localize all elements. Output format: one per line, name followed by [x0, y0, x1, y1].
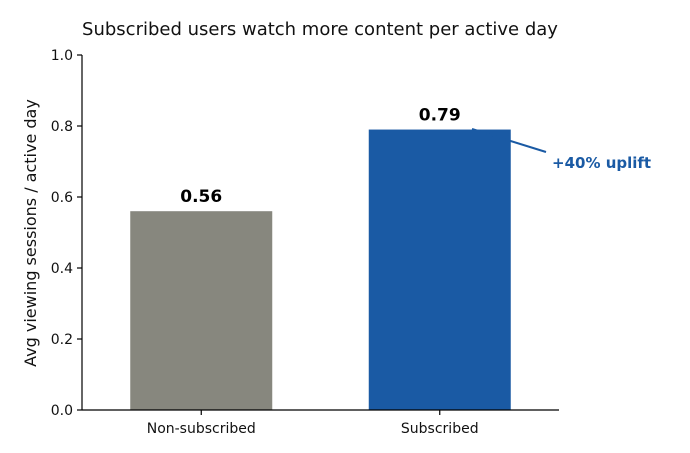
- y-tick-label: 0.8: [51, 119, 73, 135]
- annotation-text: +40% uplift: [552, 154, 651, 172]
- y-tick-label: 0.0: [51, 403, 73, 419]
- bar-non-subscribed: [130, 211, 273, 410]
- annotation-arrow: [471, 128, 547, 153]
- x-tick-label: Non-subscribed: [147, 421, 256, 437]
- bar-value-label: 0.79: [419, 106, 461, 126]
- y-axis-label: Avg viewing sessions / active day: [21, 99, 40, 367]
- plot-area: 0.56 0.79: [130, 106, 511, 411]
- y-tick-label: 1.0: [51, 48, 73, 64]
- y-tick-label: 0.4: [51, 261, 73, 277]
- y-tick-label: 0.6: [51, 190, 73, 206]
- bar-value-label: 0.56: [180, 187, 222, 207]
- y-tick-label: 0.2: [51, 332, 73, 348]
- bar-subscribed: [368, 129, 511, 411]
- x-tick-label: Subscribed: [401, 421, 479, 437]
- uplift-annotation: +40% uplift: [471, 128, 651, 172]
- chart-title: Subscribed users watch more content per …: [82, 19, 558, 40]
